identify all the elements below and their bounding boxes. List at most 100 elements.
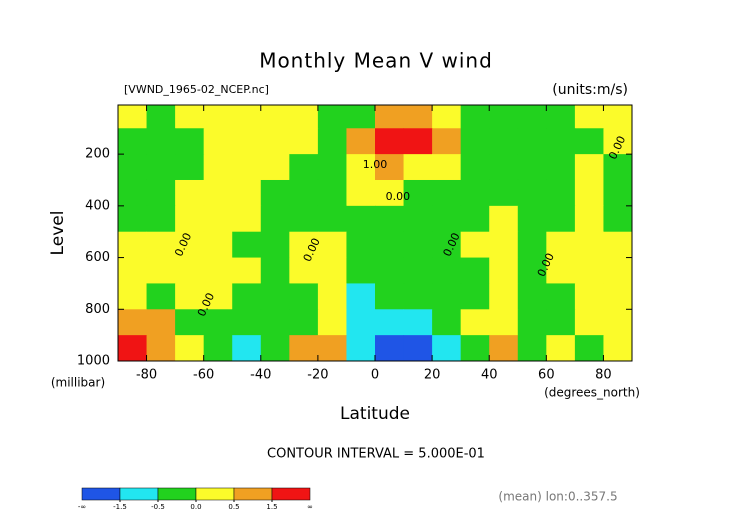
cell [460,283,490,310]
cell [375,179,405,207]
cell [146,335,176,362]
cell [517,231,547,259]
colorbar-swatch [157,487,197,501]
cell [432,335,462,362]
cell [574,283,604,310]
cell [432,179,462,207]
cell [175,205,205,233]
cell [118,309,148,336]
cell [403,105,433,129]
cell [146,205,176,233]
cell [603,128,633,155]
cell [260,309,290,336]
cell [489,154,519,181]
cell [375,283,405,310]
cell [346,231,376,259]
cell [603,257,633,284]
cell [546,309,576,336]
cell [375,335,405,362]
x-tick-label: 0 [371,368,379,383]
note: (mean) lon:0..357.5 [498,490,617,504]
cell [403,154,433,181]
cell [403,309,433,336]
cell [574,154,604,181]
cell [574,335,604,362]
cell [146,231,176,259]
cell [260,154,290,181]
cell [146,128,176,155]
cell [175,105,205,129]
colorbar-label: 1.5 [266,503,277,511]
cell [460,309,490,336]
colorbar-label: -∞ [78,503,86,511]
cell [346,283,376,310]
y-tick-label: 400 [85,198,110,213]
cell [232,309,262,336]
cell [289,179,319,207]
y-axis-label: Level [48,211,68,256]
cell [175,231,205,259]
cell [317,179,347,207]
cell [403,257,433,284]
cell [146,283,176,310]
cell [432,128,462,155]
cell [118,257,148,284]
cell [346,257,376,284]
cell [432,231,462,259]
cell [317,309,347,336]
x-tick-label: -60 [193,368,214,383]
cell [403,128,433,155]
cell [517,309,547,336]
cell [175,257,205,284]
cell [574,105,604,129]
cell [260,205,290,233]
cell [546,283,576,310]
cell [432,205,462,233]
cell [118,231,148,259]
colorbar-swatch [119,487,159,501]
cell [203,105,233,129]
cell [317,257,347,284]
cell [175,128,205,155]
contour-label: 0.00 [386,190,411,203]
cell [432,283,462,310]
cell [260,335,290,362]
x-tick-label: -40 [250,368,271,383]
cell [489,128,519,155]
cell [260,105,290,129]
cell [260,257,290,284]
cell [375,128,405,155]
cell [260,179,290,207]
cell [546,179,576,207]
cell [289,335,319,362]
colorbar-swatch [271,487,311,501]
cell [432,309,462,336]
x-tick-label: -20 [307,368,328,383]
cell [375,231,405,259]
cell [203,335,233,362]
colorbar-swatch [233,487,273,501]
cell [460,128,490,155]
cell [203,205,233,233]
cell [175,309,205,336]
colorbar-swatch [195,487,235,501]
colorbar-label: 0.0 [190,503,201,511]
cell [146,179,176,207]
cell [489,205,519,233]
cell [546,257,576,284]
cell [317,105,347,129]
y-units: (millibar) [51,376,105,390]
cell [460,231,490,259]
cell [118,128,148,155]
cell [346,205,376,233]
cell [118,105,148,129]
cell [346,309,376,336]
cell [489,179,519,207]
cell [603,205,633,233]
colorbar-label: -1.5 [113,503,127,511]
cell [460,179,490,207]
cell [232,179,262,207]
cell [175,179,205,207]
cell [574,257,604,284]
cell [489,105,519,129]
